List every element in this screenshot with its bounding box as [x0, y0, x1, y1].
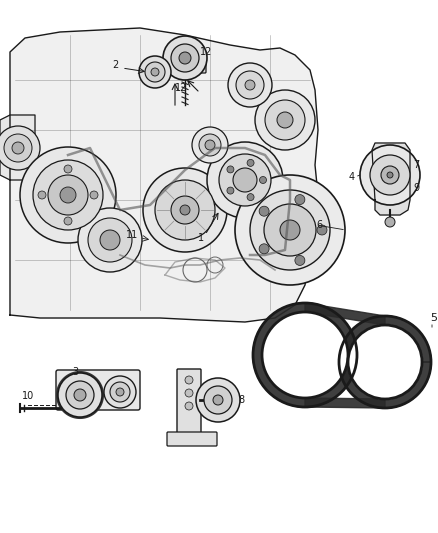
Circle shape	[180, 205, 190, 215]
Polygon shape	[0, 115, 35, 180]
Circle shape	[227, 166, 234, 173]
Circle shape	[64, 217, 72, 225]
Text: 9: 9	[413, 183, 419, 193]
Circle shape	[381, 166, 399, 184]
Text: 10: 10	[22, 391, 34, 401]
Circle shape	[360, 145, 420, 205]
Text: 11: 11	[126, 230, 138, 240]
Circle shape	[255, 90, 315, 150]
Circle shape	[385, 217, 395, 227]
Circle shape	[259, 176, 266, 183]
Polygon shape	[348, 325, 422, 399]
Circle shape	[78, 208, 142, 272]
Circle shape	[60, 187, 76, 203]
Circle shape	[110, 382, 130, 402]
Circle shape	[233, 168, 257, 192]
Circle shape	[245, 80, 255, 90]
Text: 3: 3	[72, 367, 78, 377]
Circle shape	[295, 255, 305, 265]
Circle shape	[235, 175, 345, 285]
Text: 1: 1	[198, 233, 204, 243]
Circle shape	[143, 168, 227, 252]
Circle shape	[185, 402, 193, 410]
Text: 6: 6	[316, 220, 322, 230]
Polygon shape	[372, 143, 410, 215]
Circle shape	[179, 52, 191, 64]
Polygon shape	[10, 28, 318, 322]
Circle shape	[280, 220, 300, 240]
Text: 12: 12	[200, 47, 212, 57]
Text: 12: 12	[175, 83, 187, 93]
Circle shape	[192, 127, 228, 163]
Circle shape	[116, 388, 124, 396]
Circle shape	[64, 165, 72, 173]
Circle shape	[66, 381, 94, 409]
Circle shape	[185, 376, 193, 384]
Circle shape	[295, 195, 305, 205]
Circle shape	[277, 112, 293, 128]
Circle shape	[370, 155, 410, 195]
Circle shape	[155, 180, 215, 240]
Text: 5: 5	[430, 313, 437, 323]
Circle shape	[145, 62, 165, 82]
Circle shape	[247, 193, 254, 200]
Circle shape	[227, 187, 234, 194]
Circle shape	[171, 44, 199, 72]
Circle shape	[171, 196, 199, 224]
Polygon shape	[253, 303, 357, 407]
Circle shape	[90, 191, 98, 199]
Circle shape	[38, 191, 46, 199]
Circle shape	[204, 386, 232, 414]
Circle shape	[265, 100, 305, 140]
FancyBboxPatch shape	[177, 369, 201, 439]
Circle shape	[219, 154, 271, 206]
Circle shape	[104, 376, 136, 408]
Circle shape	[264, 204, 316, 256]
Polygon shape	[305, 303, 385, 325]
Circle shape	[317, 225, 327, 235]
Circle shape	[48, 175, 88, 215]
Circle shape	[213, 395, 223, 405]
Circle shape	[205, 140, 215, 150]
Circle shape	[247, 159, 254, 166]
Circle shape	[139, 56, 171, 88]
Text: 7: 7	[413, 160, 419, 170]
Circle shape	[33, 160, 103, 230]
Circle shape	[185, 389, 193, 397]
Circle shape	[228, 63, 272, 107]
Circle shape	[0, 126, 40, 170]
Circle shape	[74, 389, 86, 401]
Text: 8: 8	[238, 395, 244, 405]
FancyBboxPatch shape	[167, 432, 217, 446]
Polygon shape	[339, 316, 431, 408]
Circle shape	[100, 230, 120, 250]
Circle shape	[4, 134, 32, 162]
Circle shape	[88, 218, 132, 262]
Circle shape	[259, 206, 269, 216]
Circle shape	[250, 190, 330, 270]
FancyBboxPatch shape	[164, 53, 206, 73]
Circle shape	[236, 71, 264, 99]
Circle shape	[259, 244, 269, 254]
Text: 4: 4	[349, 172, 355, 182]
Circle shape	[207, 142, 283, 218]
Circle shape	[58, 373, 102, 417]
Text: 2: 2	[112, 60, 118, 70]
Circle shape	[151, 68, 159, 76]
Polygon shape	[305, 398, 385, 408]
Circle shape	[20, 147, 116, 243]
Circle shape	[387, 172, 393, 178]
Circle shape	[163, 36, 207, 80]
Circle shape	[199, 134, 221, 156]
Circle shape	[196, 378, 240, 422]
Polygon shape	[262, 312, 348, 398]
Circle shape	[12, 142, 24, 154]
FancyBboxPatch shape	[56, 370, 140, 410]
